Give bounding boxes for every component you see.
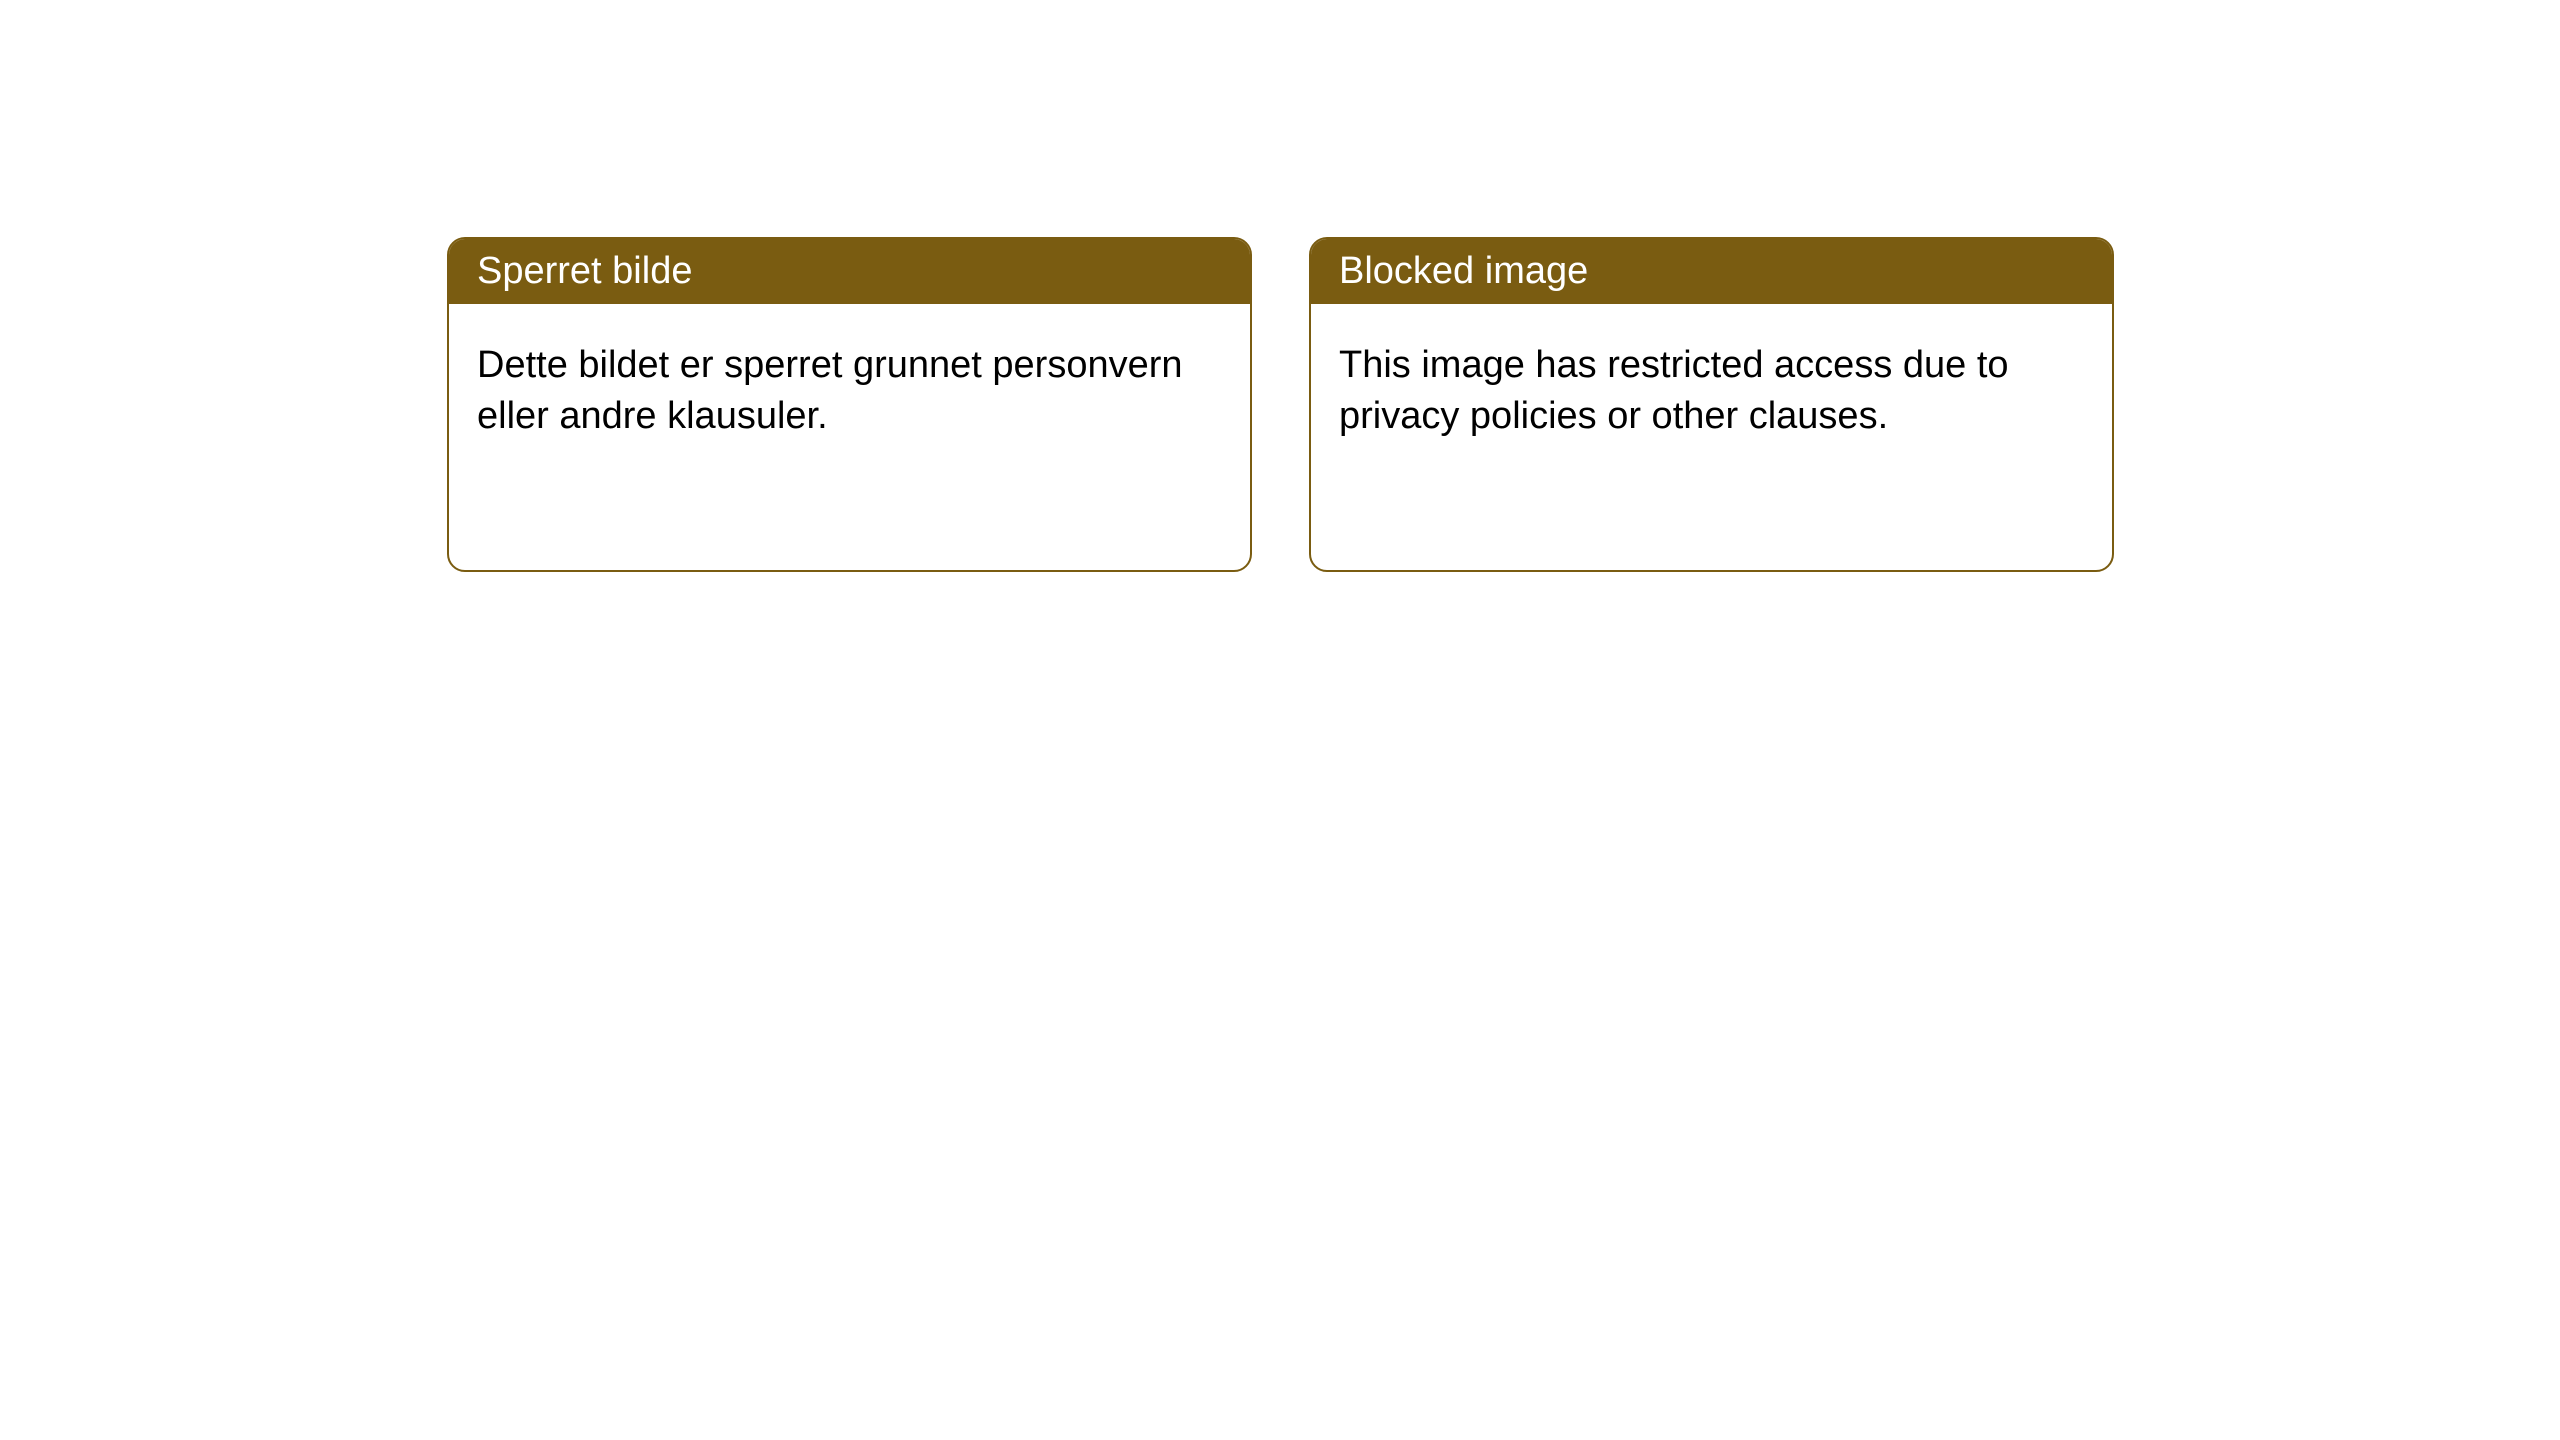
- notice-body-english: This image has restricted access due to …: [1311, 304, 2112, 479]
- notice-title-text: Sperret bilde: [477, 250, 692, 292]
- notice-container: Sperret bilde Dette bildet er sperret gr…: [447, 237, 2114, 572]
- notice-card-english: Blocked image This image has restricted …: [1309, 237, 2114, 572]
- notice-body-norwegian: Dette bildet er sperret grunnet personve…: [449, 304, 1250, 479]
- notice-header-norwegian: Sperret bilde: [449, 239, 1250, 304]
- notice-card-norwegian: Sperret bilde Dette bildet er sperret gr…: [447, 237, 1252, 572]
- notice-header-english: Blocked image: [1311, 239, 2112, 304]
- notice-body-text: Dette bildet er sperret grunnet personve…: [477, 344, 1183, 437]
- notice-body-text: This image has restricted access due to …: [1339, 344, 2009, 437]
- notice-title-text: Blocked image: [1339, 250, 1588, 292]
